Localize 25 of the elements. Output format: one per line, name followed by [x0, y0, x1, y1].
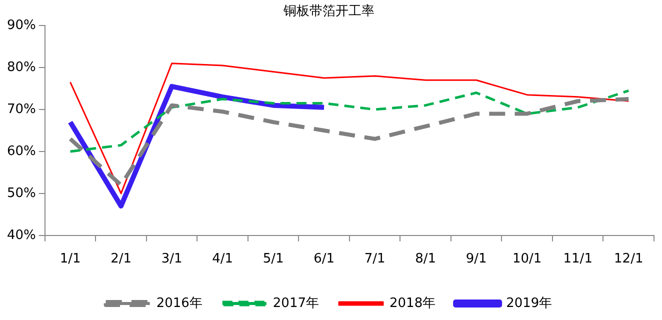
- line-series: [69, 89, 630, 153]
- x-tick-label: 6/1: [314, 252, 335, 267]
- x-tick-label: 8/1: [415, 252, 436, 267]
- legend-label: 2019年: [506, 296, 552, 311]
- x-tick-label: 9/1: [466, 252, 487, 267]
- chart-title: 铜板带箔开工率: [282, 3, 374, 20]
- x-tick-label: 10/1: [512, 252, 542, 267]
- y-tick-label: 70%: [6, 102, 36, 117]
- x-tick-label: 1/1: [60, 252, 81, 267]
- x-tick-label: 7/1: [364, 252, 386, 267]
- legend-label: 2016年: [156, 296, 202, 311]
- y-tick-label: 40%: [6, 228, 36, 243]
- legend-label: 2017年: [272, 296, 320, 311]
- x-tick-label: 11/1: [563, 252, 592, 267]
- y-tick-label: 80%: [6, 60, 36, 75]
- x-tick-label: 3/1: [161, 252, 182, 267]
- y-tick-label: 50%: [6, 186, 36, 201]
- x-tick-label: 4/1: [212, 252, 234, 267]
- line-series: [68, 97, 631, 188]
- y-tick-label: 90%: [6, 18, 36, 33]
- y-tick-label: 60%: [6, 144, 36, 159]
- x-tick-label: 5/1: [262, 252, 284, 267]
- x-tick-label: 2/1: [110, 252, 132, 267]
- legend-label: 2018年: [390, 296, 436, 311]
- x-tick-label: 12/1: [614, 252, 644, 267]
